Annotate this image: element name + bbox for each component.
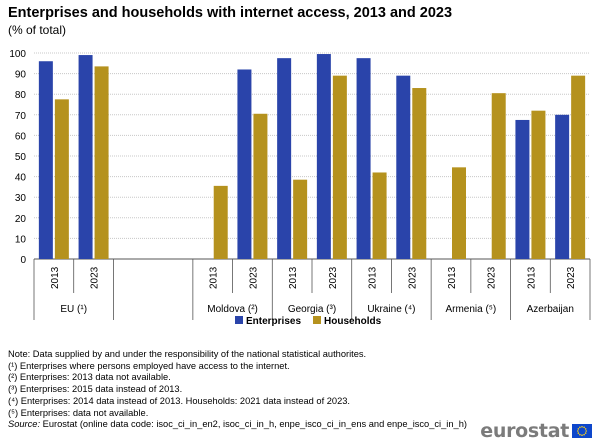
x-tick-label-year: 2013 [50,266,61,289]
x-tick-label-country: Armenia (⁵) [445,304,496,315]
bar-enterprises [277,58,292,260]
flag-star [577,428,580,430]
eu-flag-icon [572,424,592,438]
bar-households [452,167,466,259]
bar-households [332,75,347,259]
bar-chart: 0 10 20 30 40 50 60 70 80 90 100 2013 2023 EU (¹) 2013… [9,49,591,327]
x-tick-label-country: Georgia (³) [288,304,336,315]
x-tick-label-country: Ukraine (⁴) [367,304,415,315]
note-5: (⁵) Enterprises: data not available. [8,407,149,418]
source-line: Source: Eurostat (online data code: isoc… [8,419,598,431]
bar-enterprises [316,54,331,259]
legend-label-households: Households [324,316,382,327]
bar-households [253,113,268,260]
flag-star [581,434,583,436]
bar-households [213,185,228,259]
flag-star [581,426,583,428]
bar-households [94,66,109,259]
bar-enterprises [78,55,93,260]
flag-star [579,426,581,429]
bar-enterprises [356,58,371,260]
x-tick-label-year: 2023 [487,266,498,289]
y-tick-label: 80 [15,90,27,101]
x-tick-label-country: EU (¹) [60,304,87,315]
note-3: (³) Enterprises: 2015 data instead of 20… [8,384,183,395]
logo-text: eurostat [480,420,569,442]
bar-enterprises [515,119,530,259]
x-tick-label-year: 2023 [566,266,577,289]
bar-households [531,110,546,260]
flag-star [583,426,585,429]
source-text: Eurostat (online data code: isoc_ci_in_e… [40,419,467,430]
flag-star [577,430,579,432]
x-tick-label-country: Azerbaijan [527,304,574,315]
y-tick-label: 60 [15,131,27,142]
eurostat-logo: eurostat [480,420,592,442]
y-tick-label: 50 [15,152,27,163]
bar-households [412,88,427,259]
x-tick-label-year: 2013 [447,266,458,289]
legend-swatch-households [313,316,321,324]
y-tick-label: 90 [15,70,27,81]
chart-subtitle: (% of total) [8,23,67,37]
source-label: Source: [8,419,41,430]
x-tick-label-year: 2013 [288,266,299,289]
y-tick-label: 20 [15,214,27,225]
y-tick-label: 40 [15,173,27,184]
flag-star [585,430,587,432]
y-tick-label: 10 [15,234,27,245]
x-tick-label-year: 2023 [248,266,259,289]
bar-households [54,99,69,259]
bar-enterprises [396,75,411,259]
x-tick-label-year: 2013 [526,266,537,289]
y-tick-label: 70 [15,111,27,122]
x-tick-label-year: 2013 [368,266,379,289]
note-1: (¹) Enterprises where persons employed h… [8,360,290,371]
bar-enterprises [555,114,570,259]
x-tick-label-year: 2023 [328,266,339,289]
x-tick-label-year: 2023 [90,266,101,289]
flag-star [577,432,580,434]
bar-enterprises [38,61,53,260]
y-tick-label: 0 [20,255,26,266]
note-4: (⁴) Enterprises: 2014 data instead of 20… [8,395,351,406]
bar-households [293,179,308,259]
y-tick-label: 30 [15,193,27,204]
bar-enterprises [237,69,252,259]
x-tick-label-year: 2023 [407,266,418,289]
legend-swatch-enterprises [235,316,243,324]
bar-households [372,172,387,259]
flag-star [579,433,581,436]
y-tick-label: 100 [9,49,26,60]
flag-star [583,433,585,436]
footnotes: Note: Data supplied by and under the res… [8,349,598,431]
note-general: Note: Data supplied by and under the res… [8,349,367,359]
bar-households [571,75,586,259]
bar-households [491,93,506,259]
chart-title: Enterprises and households with internet… [8,5,453,21]
legend-label-enterprises: Enterprises [246,316,301,327]
flag-star [584,428,587,430]
flag-star [584,432,587,434]
x-tick-label-year: 2013 [209,266,220,289]
note-2: (²) Enterprises: 2013 data not available… [8,372,171,383]
x-tick-label-country: Moldova (²) [207,304,258,315]
